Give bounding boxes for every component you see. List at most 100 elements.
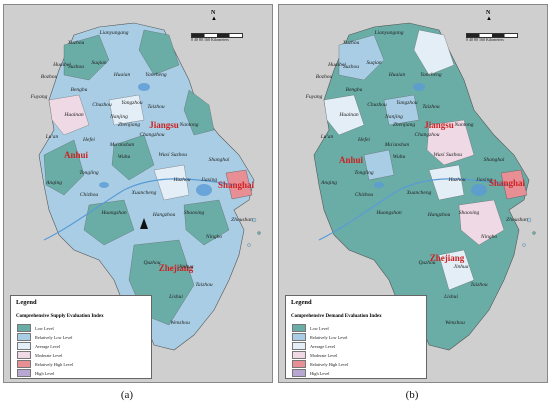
city-label: Yancheng xyxy=(145,72,167,78)
legend: Legend Comprehensive Demand Evaluation I… xyxy=(285,295,427,379)
caption-b: (b) xyxy=(405,389,419,401)
city-label: Zhoushan xyxy=(231,217,253,223)
city-label: Yangzhou xyxy=(121,100,143,106)
city-label: Xuzhou xyxy=(342,40,360,46)
city-label: Suzhou xyxy=(343,64,359,70)
city-label: Huainan xyxy=(64,112,84,118)
province-label-jiangsu: Jiangsu xyxy=(424,120,454,130)
legend-subtitle: Comprehensive Demand Evaluation Index xyxy=(291,314,382,319)
map-panel-supply: N ▲ 0 40 80 160 Kilometers Jiangsu Anhui … xyxy=(3,4,273,383)
city-label: Quzhou xyxy=(418,260,436,266)
legend-subtitle: Comprehensive Supply Evaluation Index xyxy=(16,314,104,319)
legend-item: Average Level xyxy=(292,342,335,350)
legend-item: Low Level xyxy=(292,324,329,332)
city-label: Yancheng xyxy=(420,72,442,78)
caption-a: (a) xyxy=(120,389,134,401)
city-label: Anqing xyxy=(46,180,62,186)
north-arrow-icon: N ▲ xyxy=(486,10,492,22)
legend-item: Moderate Level xyxy=(292,351,337,359)
city-label: Nantong xyxy=(179,122,199,128)
city-label: Chizhou xyxy=(79,192,99,198)
city-label: Lu'an xyxy=(320,134,334,140)
city-label: Suzhou xyxy=(171,152,187,158)
city-label: Suqian xyxy=(91,60,107,66)
city-label: Yangzhou xyxy=(396,100,418,106)
city-label: Huaian xyxy=(113,72,131,78)
province-label-anhui: Anhui xyxy=(338,155,364,165)
city-label: Lu'an xyxy=(45,134,59,140)
city-label: Bengbu xyxy=(345,87,363,93)
city-label: Wenzhou xyxy=(445,320,465,326)
legend-title: Legend xyxy=(16,299,37,306)
legend-item: Relatively High Level xyxy=(17,360,73,368)
legend-item: High Level xyxy=(17,369,54,377)
legend-item: Average Level xyxy=(17,342,60,350)
city-label: Ma'anshan xyxy=(109,142,135,148)
city-label: Wuxi xyxy=(433,152,445,158)
city-label: Taizhou xyxy=(195,282,213,288)
city-label: Lianyungang xyxy=(374,30,404,36)
city-label: Lishui xyxy=(169,294,183,300)
city-label: Wuhu xyxy=(392,154,406,160)
region-map xyxy=(313,22,536,351)
scale-label: 0 40 80 160 Kilometers xyxy=(191,37,229,42)
city-label: Xuancheng xyxy=(131,190,157,196)
city-label: Changzhou xyxy=(139,132,165,138)
city-label: Bengbu xyxy=(70,87,88,93)
city-label: Hangzhou xyxy=(152,212,176,218)
city-label: Chuzhou xyxy=(92,102,112,108)
legend: Legend Comprehensive Supply Evaluation I… xyxy=(10,295,152,379)
legend-item: Low Level xyxy=(17,324,54,332)
city-label: Huzhou xyxy=(173,177,191,183)
city-label: Wenzhou xyxy=(170,320,190,326)
city-label: Huzhou xyxy=(448,177,466,183)
city-label: Wuhu xyxy=(117,154,131,160)
city-label: Nanjing xyxy=(110,114,128,120)
city-label: Hefei xyxy=(358,137,370,143)
city-label: Xuancheng xyxy=(406,190,432,196)
city-label: Changzhou xyxy=(414,132,440,138)
city-label: Huangshan xyxy=(376,210,402,216)
city-label: Tongling xyxy=(354,170,374,176)
city-label: Shaoxing xyxy=(183,210,205,216)
city-label: Bozhou xyxy=(40,74,58,80)
city-label: Anqing xyxy=(321,180,337,186)
city-label: Suzhou xyxy=(68,64,84,70)
city-label: Huaibei xyxy=(53,62,71,68)
legend-item: Relatively Low Level xyxy=(292,333,347,341)
province-label-shanghai: Shanghai xyxy=(488,178,526,188)
region-outline xyxy=(313,22,530,351)
city-label: Nanjing xyxy=(385,114,403,120)
city-label: Hefei xyxy=(83,137,95,143)
city-label: Taizhou xyxy=(147,104,165,110)
legend-item: Relatively Low Level xyxy=(17,333,72,341)
region-outline xyxy=(38,22,255,351)
city-label: Ningbo xyxy=(205,234,223,240)
city-label: Jinhua xyxy=(178,264,194,270)
city-label: Zhenjiang xyxy=(392,122,416,128)
legend-title: Legend xyxy=(291,299,312,306)
city-label: Jiaxing xyxy=(200,177,218,183)
province-label-anhui: Anhui xyxy=(63,150,89,160)
scale-bar xyxy=(466,33,518,38)
river xyxy=(318,178,510,241)
legend-item: Moderate Level xyxy=(17,351,62,359)
scale-label: 0 40 80 160 Kilometers xyxy=(466,37,504,42)
city-label: Nantong xyxy=(454,122,474,128)
city-label: Fuyang xyxy=(30,94,48,100)
city-label: Suzhou xyxy=(446,152,462,158)
city-label: Suqian xyxy=(366,60,382,66)
province-label-zhejiang: Zhejiang xyxy=(429,253,465,263)
city-label: Bozhou xyxy=(315,74,333,80)
city-label: Xuzhou xyxy=(67,40,85,46)
city-label: Tongling xyxy=(79,170,99,176)
city-label: Zhenjiang xyxy=(117,122,141,128)
city-label: Chizhou xyxy=(354,192,374,198)
city-label: Shanghai xyxy=(483,157,505,163)
legend-item: High Level xyxy=(292,369,329,377)
province-label-jiangsu: Jiangsu xyxy=(149,120,179,130)
city-label: Huainan xyxy=(339,112,359,118)
legend-item: Relatively High Level xyxy=(292,360,348,368)
city-label: Shaoxing xyxy=(458,210,480,216)
city-label: Taizhou xyxy=(422,104,440,110)
